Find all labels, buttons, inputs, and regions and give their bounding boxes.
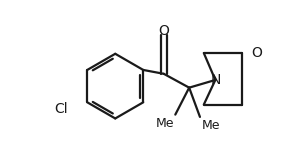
Text: O: O <box>158 24 169 38</box>
Text: O: O <box>251 46 262 60</box>
Text: Cl: Cl <box>55 102 68 116</box>
Text: N: N <box>210 73 220 87</box>
Text: Me: Me <box>155 117 174 130</box>
Text: Me: Me <box>202 119 220 132</box>
